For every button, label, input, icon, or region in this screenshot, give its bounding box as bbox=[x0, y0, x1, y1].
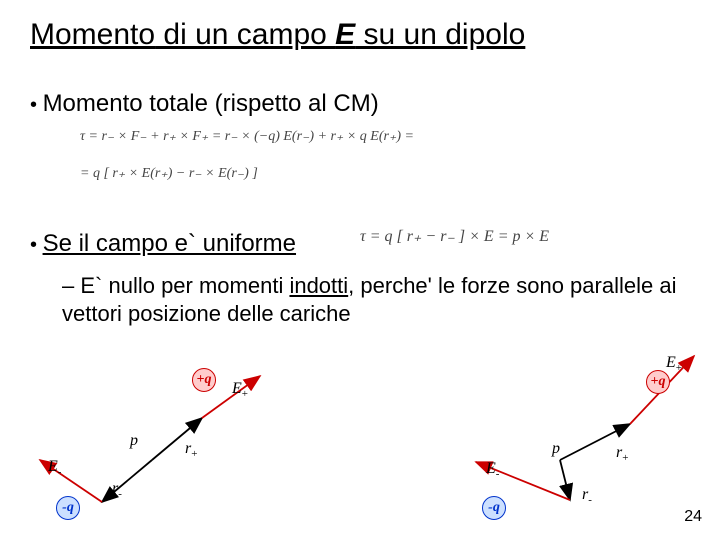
right-plus-charge: +q bbox=[646, 370, 670, 394]
title-part1: Momento bbox=[30, 18, 155, 51]
page-number: 24 bbox=[684, 508, 702, 526]
sub-bullet: – E` nullo per momenti indotti, perche' … bbox=[62, 272, 682, 327]
right-rminus-label: r- bbox=[582, 486, 592, 506]
bullet-dot-2: • bbox=[30, 234, 43, 256]
left-Eplus-label: E+ bbox=[232, 380, 248, 400]
diagram-svg bbox=[0, 340, 720, 540]
sub-ul: indotti bbox=[289, 273, 348, 298]
left-rminus-label: r- bbox=[112, 480, 122, 500]
page-title: Momento di un campo E su un dipolo bbox=[30, 18, 525, 52]
diagram-area: p r+ r- E+ E- +q -q p r+ r- E+ bbox=[0, 340, 720, 540]
left-plus-charge: +q bbox=[192, 368, 216, 392]
formula-1a: τ = r₋ × F₋ + r₊ × F₊ = r₋ × (−q) E(r₋) … bbox=[80, 128, 414, 145]
left-minus-charge: -q bbox=[56, 496, 80, 520]
formula-block-2: τ = q [ r₊ − r₋ ] × E = p × E bbox=[360, 226, 549, 246]
right-Eminus-label: E- bbox=[486, 460, 499, 480]
bullet-2: • Se il campo e` uniforme bbox=[30, 230, 296, 258]
left-Eminus-label: E- bbox=[48, 458, 61, 478]
right-p-label: p bbox=[552, 440, 560, 458]
left-rplus-label: r+ bbox=[185, 440, 197, 460]
bullet2-text: Se il campo e` uniforme bbox=[43, 230, 296, 257]
right-Eplus-label: E+ bbox=[666, 354, 682, 374]
sub-pre: E` nullo per momenti bbox=[80, 273, 289, 298]
right-rplus-label: r+ bbox=[616, 444, 628, 464]
left-p-label: p bbox=[130, 432, 138, 450]
right-minus-charge: -q bbox=[482, 496, 506, 520]
bullet-1: • Momento totale (rispetto al CM) bbox=[30, 90, 379, 118]
formula-block-1: τ = r₋ × F₋ + r₊ × F₊ = r₋ × (−q) E(r₋) … bbox=[80, 128, 414, 182]
title-part3: su un dipolo bbox=[355, 18, 525, 51]
bullet1-text: Momento totale (rispetto al CM) bbox=[43, 90, 379, 117]
formula-1b: = q [ r₊ × E(r₊) − r₋ × E(r₋) ] bbox=[80, 165, 414, 182]
bullet-dot: • bbox=[30, 94, 43, 116]
title-part2: di un campo bbox=[155, 18, 335, 51]
title-E: E bbox=[335, 18, 355, 51]
